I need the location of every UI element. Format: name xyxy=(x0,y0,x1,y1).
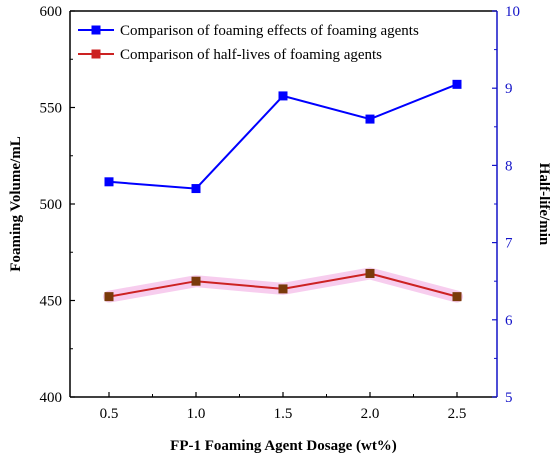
right-y-tick-label: 5 xyxy=(505,390,513,406)
data-point-marker xyxy=(191,276,201,286)
legend-marker xyxy=(91,25,101,35)
data-point-marker xyxy=(104,177,114,187)
legend-entry-label: Comparison of half-lives of foaming agen… xyxy=(120,47,382,63)
data-point-marker xyxy=(365,268,375,278)
right-y-tick-label: 6 xyxy=(505,313,513,329)
right-y-axis-title: Half-life/min xyxy=(536,163,550,246)
legend-marker xyxy=(91,49,101,59)
series-foaming-volume xyxy=(104,79,462,194)
data-point-marker xyxy=(365,114,375,124)
x-axis-title: FP-1 Foaming Agent Dosage (wt%) xyxy=(170,438,397,454)
data-point-marker xyxy=(278,91,288,101)
right-y-tick-label: 7 xyxy=(505,236,513,252)
left-y-tick-label: 500 xyxy=(40,197,63,213)
data-point-marker xyxy=(452,292,462,302)
axis-ticks: 400 450 500 550 600 5 6 7 8 9 10 0.5 1.0 1.5 2.0 2.5 xyxy=(40,4,521,422)
x-tick-label: 2.0 xyxy=(361,406,380,422)
data-point-marker xyxy=(104,292,114,302)
x-tick-label: 1.0 xyxy=(187,406,206,422)
legend-entry-label: Comparison of foaming effects of foaming… xyxy=(120,23,419,39)
left-y-axis-title: Foaming Volume/mL xyxy=(8,136,24,271)
left-y-tick-label: 600 xyxy=(40,4,63,20)
left-y-tick-label: 450 xyxy=(40,294,63,310)
legend: Comparison of foaming effects of foaming… xyxy=(78,23,419,63)
x-tick-label: 2.5 xyxy=(448,406,467,422)
data-point-marker xyxy=(191,184,201,194)
series-layer xyxy=(103,79,463,303)
right-y-tick-label: 8 xyxy=(505,158,513,174)
left-y-tick-label: 400 xyxy=(40,390,63,406)
x-tick-label: 0.5 xyxy=(100,406,119,422)
right-y-tick-label: 10 xyxy=(505,4,520,20)
right-y-tick-label: 9 xyxy=(505,81,513,97)
data-point-marker xyxy=(278,284,288,294)
series-half-life xyxy=(103,267,463,303)
x-tick-label: 1.5 xyxy=(274,406,293,422)
data-point-marker xyxy=(452,79,462,89)
plot-frame xyxy=(69,10,498,398)
left-y-tick-label: 550 xyxy=(40,101,63,117)
